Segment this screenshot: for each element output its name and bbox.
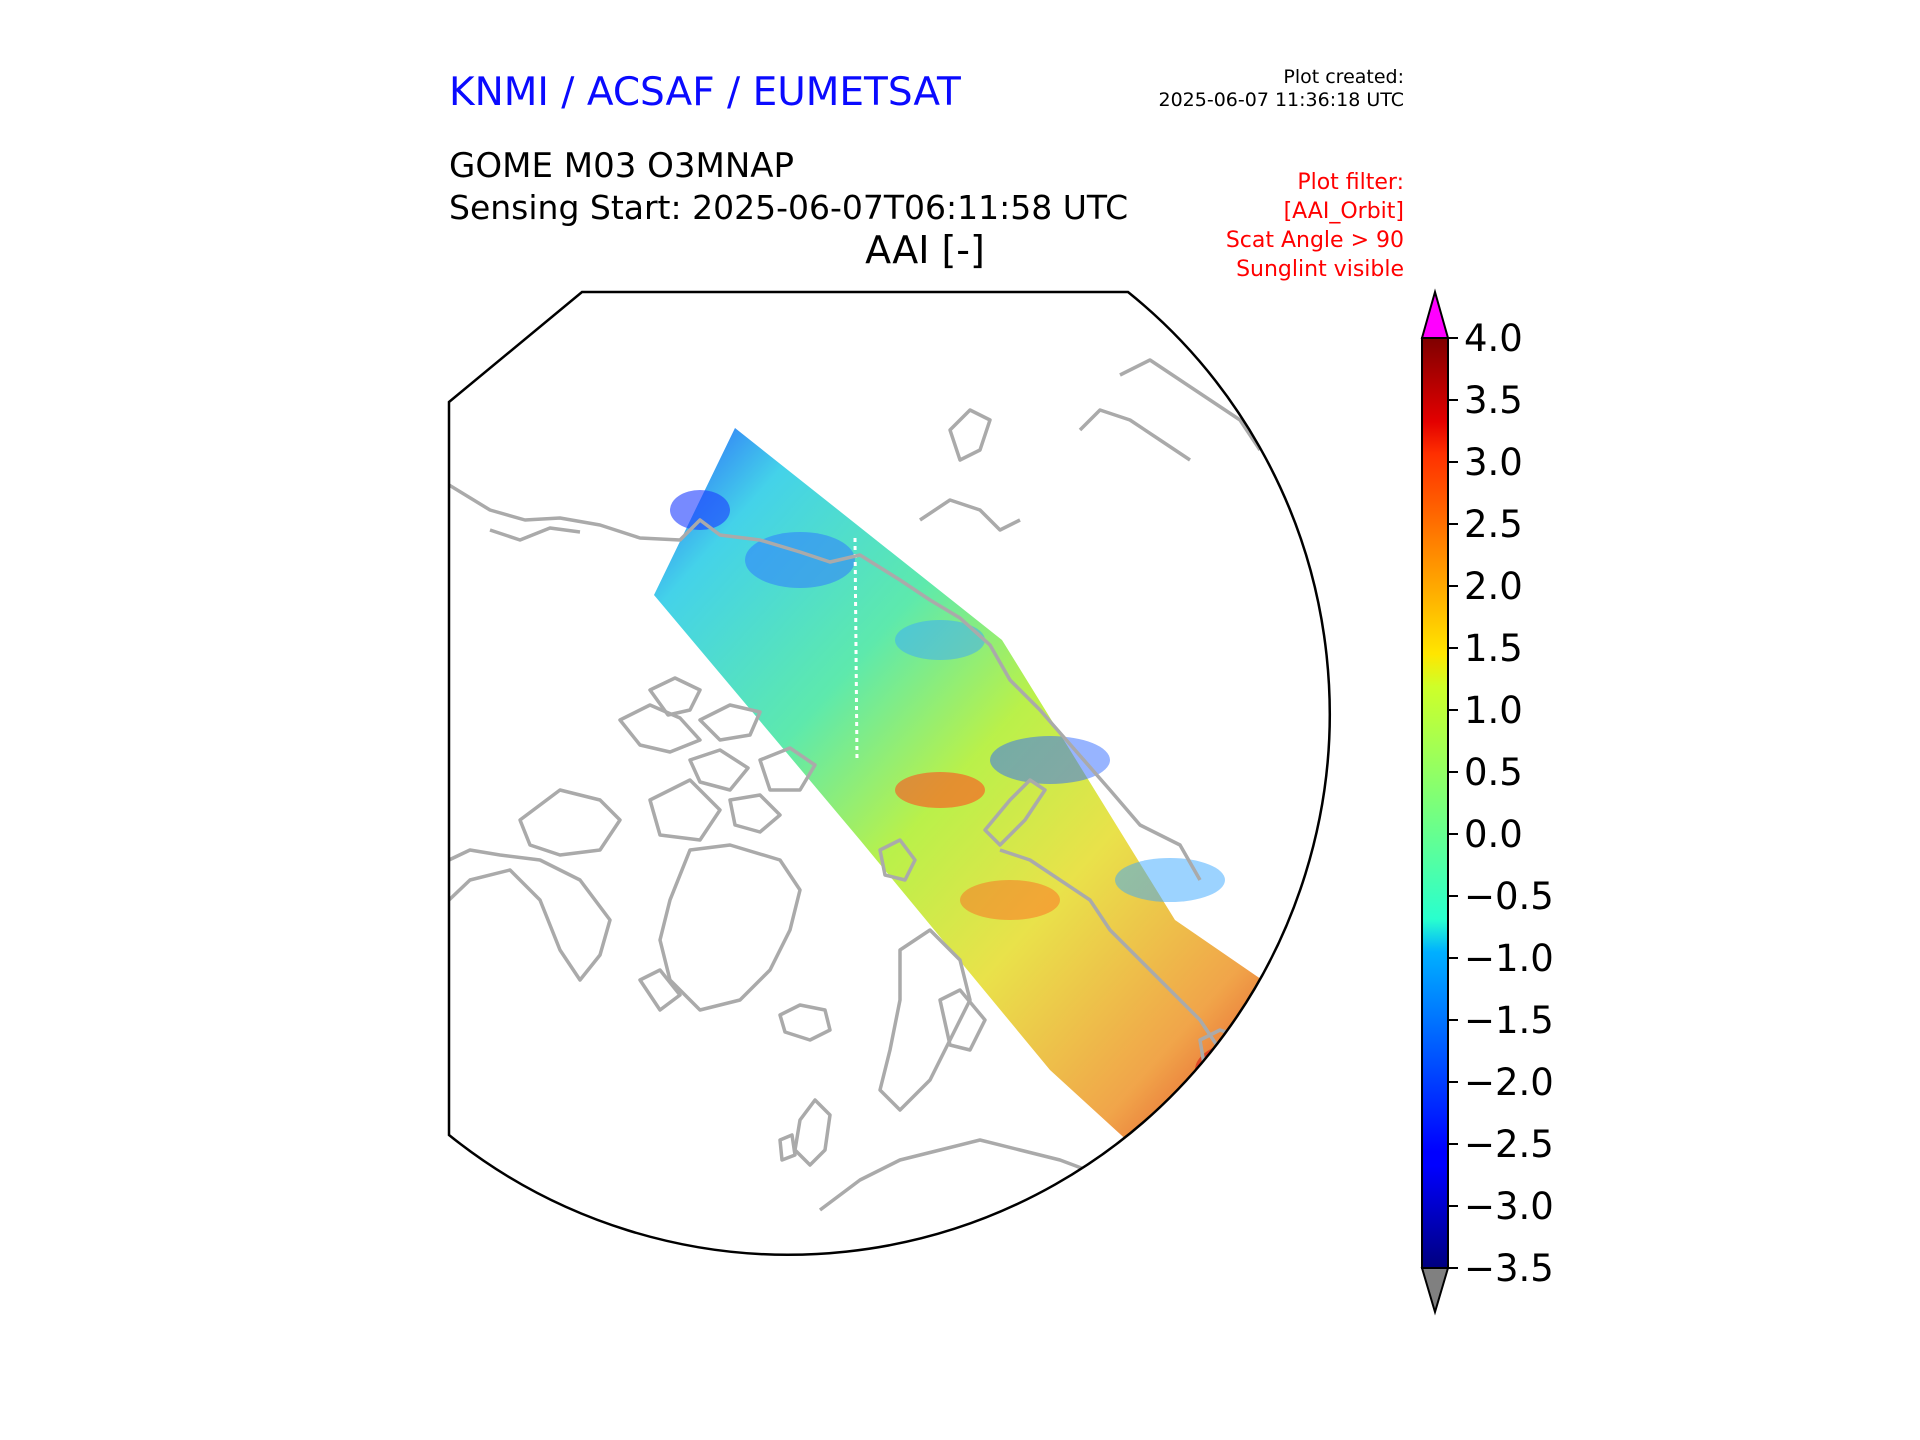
- plot-filter-item: Scat Angle > 90: [1225, 228, 1404, 253]
- colorbar-tick-label: 1.5: [1464, 627, 1523, 670]
- colorbar-tick-label: 0.5: [1464, 751, 1523, 794]
- plot-filter-item: [AAI_Orbit]: [1283, 199, 1404, 224]
- colorbar-over-arrow: [1420, 288, 1450, 339]
- colorbar-tick-label: 3.5: [1464, 379, 1523, 422]
- colorbar-tick-label: 2.0: [1464, 565, 1523, 608]
- colorbar-tick-label: −3.0: [1464, 1185, 1554, 1228]
- colorbar-tick-label: 0.0: [1464, 813, 1523, 856]
- plot-created-value: 2025-06-07 11:36:18 UTC: [1158, 89, 1405, 111]
- colorbar: 4.0 3.5 3.0 2.5 2.0 1.5 1.0 0.5 0.0 −0.5 −1.0 −1.5 −…: [1420, 288, 1554, 1316]
- colorbar-gradient: [1421, 337, 1449, 1269]
- colorbar-tick-label: 1.0: [1464, 689, 1523, 732]
- colorbar-tick-label: −2.5: [1464, 1123, 1554, 1166]
- sensing-start: Sensing Start: 2025-06-07T06:11:58 UTC: [449, 188, 1129, 227]
- colorbar-tick-label: −3.5: [1464, 1247, 1554, 1290]
- plot-filter-item: Sunglint visible: [1236, 257, 1404, 282]
- variable-title: AAI [-]: [865, 228, 985, 272]
- colorbar-tick-label: 4.0: [1464, 317, 1523, 360]
- colorbar-tick-label: −2.0: [1464, 1061, 1554, 1104]
- colorbar-tick-label: −1.5: [1464, 999, 1554, 1042]
- colorbar-tick-label: −1.0: [1464, 937, 1554, 980]
- colorbar-tick-label: 3.0: [1464, 441, 1523, 484]
- colorbar-tick-label: −0.5: [1464, 875, 1554, 918]
- product-name: GOME M03 O3MNAP: [449, 146, 795, 186]
- colorbar-under-arrow: [1420, 1267, 1450, 1316]
- colorbar-tick-label: 2.5: [1464, 503, 1523, 546]
- plot-filter-title: Plot filter:: [1297, 170, 1404, 195]
- plot-created-label: Plot created:: [1283, 66, 1404, 88]
- organization-title: KNMI / ACSAF / EUMETSAT: [449, 70, 961, 115]
- satellite-swath: [654, 428, 1330, 1198]
